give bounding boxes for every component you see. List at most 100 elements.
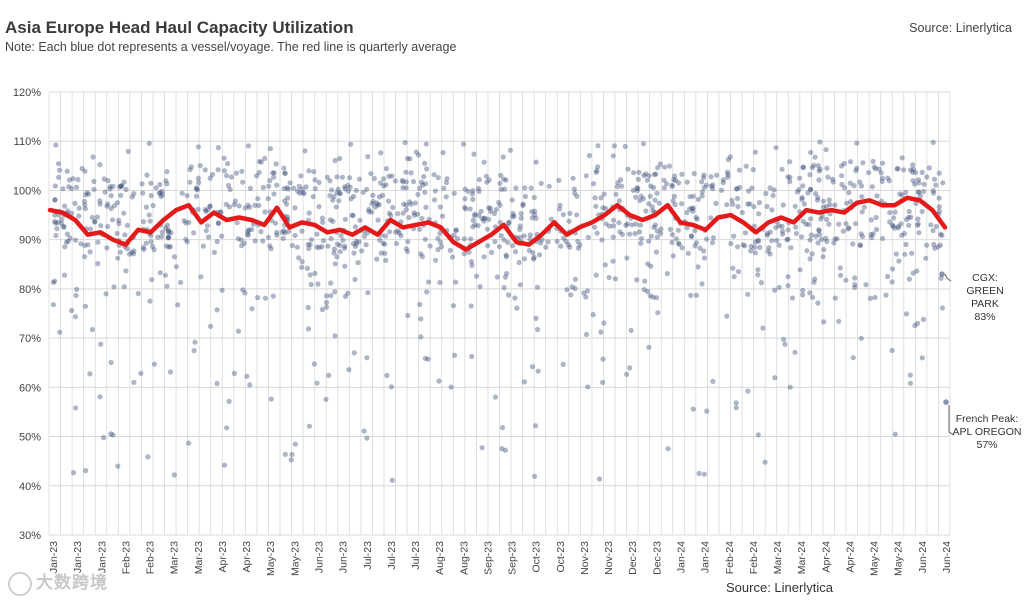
vessel-dot xyxy=(684,210,690,216)
vessel-dot xyxy=(334,190,340,196)
y-tick-label: 40% xyxy=(19,481,41,493)
quarterly-average-line xyxy=(47,195,948,252)
vessel-dot xyxy=(191,348,197,354)
vessel-dot xyxy=(413,149,419,155)
vessel-dot xyxy=(517,223,523,229)
vessel-dot xyxy=(116,221,122,227)
vessel-dot xyxy=(455,236,461,242)
vessel-dot xyxy=(787,179,793,185)
vessel-dot xyxy=(692,228,698,234)
vessel-dot xyxy=(410,179,417,185)
vessel-dot xyxy=(919,208,925,215)
vessel-dot xyxy=(386,210,392,216)
vessel-dot xyxy=(282,198,288,204)
vessel-dot xyxy=(807,172,813,178)
vessel-dot xyxy=(370,198,376,205)
vessel-dot xyxy=(633,194,639,200)
vessel-dot xyxy=(916,180,922,186)
vessel-dot xyxy=(426,279,432,285)
vessel-dot xyxy=(708,174,714,180)
vessel-dot xyxy=(171,254,178,260)
vessel-dot xyxy=(402,139,408,146)
vessel-dot xyxy=(323,304,330,310)
vessel-dot xyxy=(661,177,667,183)
vessel-dot xyxy=(108,205,114,212)
vessel-dot xyxy=(903,241,909,248)
vessel-dot xyxy=(730,265,736,271)
vessel-dot xyxy=(296,183,302,189)
vessel-dot xyxy=(435,175,441,181)
vessel-dot xyxy=(669,183,675,189)
vessel-dot xyxy=(345,188,351,194)
vessel-dot xyxy=(86,191,92,197)
vessel-dot xyxy=(191,230,197,236)
vessel-dot xyxy=(560,212,567,218)
vessel-dot xyxy=(272,220,279,226)
vessel-dot xyxy=(512,295,518,301)
vessel-dot xyxy=(356,239,362,245)
vessel-dot xyxy=(483,173,489,179)
vessel-dot xyxy=(546,183,552,189)
vessel-dot xyxy=(194,185,200,191)
vessel-dot xyxy=(166,244,172,250)
vessel-dot xyxy=(203,208,209,215)
vessel-dot xyxy=(89,214,95,221)
y-axis-tick-labels: 30% 40% 50% 60% 70% 80% 90% 100% 110% 120% xyxy=(13,87,41,542)
vessel-dot xyxy=(225,161,231,167)
vessel-dot xyxy=(472,211,478,217)
vessel-dot xyxy=(468,259,474,265)
vessel-dot xyxy=(813,233,819,239)
vessel-dot xyxy=(780,231,786,237)
vessel-dot xyxy=(347,184,353,190)
vessel-dot xyxy=(595,164,601,170)
vessel-dot xyxy=(326,372,332,378)
vessel-dot xyxy=(118,183,125,189)
vessel-dot xyxy=(879,175,886,181)
vessel-dot xyxy=(282,170,288,176)
vessel-dot xyxy=(211,249,217,255)
vessel-dot xyxy=(518,215,524,221)
x-tick-label: Nov-23 xyxy=(603,541,615,575)
vessel-dot xyxy=(664,271,670,277)
vessel-dot xyxy=(891,215,897,221)
vessel-dot xyxy=(522,193,529,200)
vessel-dot xyxy=(221,168,227,174)
vessel-dot xyxy=(167,244,173,250)
vessel-dot xyxy=(50,302,57,308)
vessel-dot xyxy=(202,207,208,213)
vessel-dot xyxy=(619,183,625,189)
vessel-dot xyxy=(602,262,608,268)
vessel-dot xyxy=(866,170,872,176)
vessel-dot xyxy=(292,232,298,239)
vessel-dot xyxy=(69,307,75,314)
source-label-top: Source: Linerlytica xyxy=(909,21,1012,35)
vessel-dot xyxy=(939,305,946,311)
vessel-dot xyxy=(186,219,192,225)
vessel-dot xyxy=(926,165,932,171)
vessel-dot xyxy=(910,178,916,184)
vessel-dot xyxy=(207,203,213,209)
vessel-dot xyxy=(389,477,395,483)
vessel-dot xyxy=(821,319,827,325)
vessel-dot xyxy=(492,394,499,400)
vessel-dot xyxy=(874,226,880,233)
leader-cgx xyxy=(944,273,952,282)
vessel-dot xyxy=(121,210,127,216)
vessel-dot xyxy=(650,185,657,191)
vessel-dot xyxy=(765,248,771,254)
vessel-dot xyxy=(838,163,845,169)
vessel-dot xyxy=(71,470,77,476)
vessel-dot xyxy=(813,191,819,197)
vessel-dot xyxy=(920,188,927,195)
vessel-dot xyxy=(545,239,551,245)
vessel-dot xyxy=(517,226,523,232)
vessel-dot xyxy=(834,236,840,242)
vessel-dot xyxy=(638,240,644,246)
vessel-dot xyxy=(110,183,116,190)
vessel-dot xyxy=(924,242,930,248)
vessel-dot xyxy=(57,329,63,335)
vessel-dot xyxy=(697,245,703,251)
vessel-dot xyxy=(792,349,798,355)
vessel-dot xyxy=(352,276,358,283)
vessel-dot xyxy=(242,205,248,211)
